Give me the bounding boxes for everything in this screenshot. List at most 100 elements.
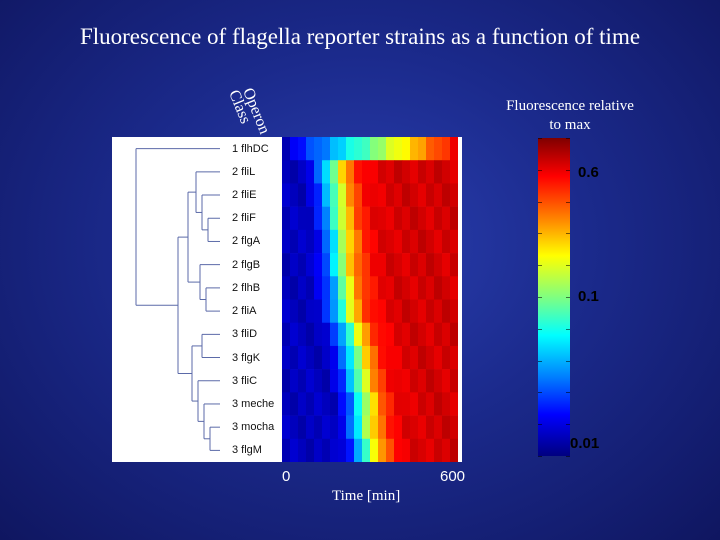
heatmap-cell <box>434 276 443 300</box>
heatmap-cell <box>426 438 435 462</box>
heatmap-cell <box>370 345 379 370</box>
heatmap-cell <box>418 137 427 161</box>
heatmap-cell <box>418 299 427 324</box>
heatmap-cell <box>346 229 355 254</box>
heatmap-cell <box>346 345 355 370</box>
heatmap-cell <box>394 415 403 440</box>
heatmap-cell <box>410 160 419 184</box>
heatmap-cell <box>330 322 339 347</box>
heatmap-cell <box>298 183 307 207</box>
heatmap-cell <box>418 276 427 300</box>
heatmap-cell <box>450 369 458 393</box>
row-label: 3 mocha <box>232 421 275 434</box>
heatmap-cell <box>434 415 443 440</box>
heatmap-cell <box>338 345 347 370</box>
heatmap-cell <box>354 253 363 277</box>
heatmap-cell <box>298 322 307 347</box>
heatmap-cell <box>426 183 435 207</box>
heatmap-cell <box>282 345 291 370</box>
heatmap-cell <box>314 276 323 300</box>
heatmap-cell <box>290 299 299 324</box>
row-label: 3 flgK <box>232 351 261 364</box>
heatmap-cell <box>314 299 323 324</box>
heatmap-cell <box>282 206 291 231</box>
heatmap-cell <box>370 183 379 207</box>
heatmap-cell <box>322 137 331 161</box>
heatmap-cell <box>354 137 363 161</box>
heatmap-cell <box>378 160 387 184</box>
heatmap-cell <box>394 183 403 207</box>
heatmap-cell <box>394 160 403 184</box>
heatmap-cell <box>378 392 387 416</box>
heatmap-cell <box>282 253 291 277</box>
heatmap-cell <box>306 392 315 416</box>
heatmap-cell <box>402 137 411 161</box>
heatmap-cell <box>394 322 403 347</box>
heatmap-cell <box>290 369 299 393</box>
heatmap-cell <box>354 206 363 231</box>
heatmap-cell <box>290 160 299 184</box>
heatmap-cell <box>394 299 403 324</box>
heatmap-cell <box>418 392 427 416</box>
heatmap-cell <box>442 276 451 300</box>
heatmap-cell <box>298 415 307 440</box>
heatmap-cell <box>354 322 363 347</box>
heatmap-cell <box>402 183 411 207</box>
heatmap-cell <box>354 229 363 254</box>
row-label: 2 fliL <box>232 165 256 178</box>
heatmap-cell <box>394 345 403 370</box>
x-axis-label: Time [min] <box>332 488 401 504</box>
heatmap-cell <box>298 345 307 370</box>
heatmap-cell <box>314 322 323 347</box>
heatmap-cell <box>306 137 315 161</box>
heatmap-cell <box>290 206 299 231</box>
heatmap-cell <box>322 415 331 440</box>
heatmap-cell <box>362 206 371 231</box>
heatmap-cell <box>314 183 323 207</box>
heatmap-cell <box>450 183 458 207</box>
heatmap-cell <box>330 253 339 277</box>
heatmap-cell <box>442 229 451 254</box>
heatmap-cell <box>306 160 315 184</box>
heatmap-cell <box>298 160 307 184</box>
heatmap-cell <box>450 345 458 370</box>
heatmap-cell <box>450 438 458 462</box>
heatmap-cell <box>322 206 331 231</box>
heatmap-cell <box>338 160 347 184</box>
heatmap-cell <box>290 276 299 300</box>
heatmap-cell <box>402 229 411 254</box>
heatmap-cell <box>362 322 371 347</box>
heatmap-cell <box>410 229 419 254</box>
heatmap-cell <box>330 369 339 393</box>
heatmap-cell <box>322 229 331 254</box>
heatmap-cell <box>354 276 363 300</box>
heatmap-cell <box>282 415 291 440</box>
heatmap-cell <box>442 415 451 440</box>
heatmap-cell <box>338 206 347 231</box>
row-label: 3 fliC <box>232 374 258 387</box>
heatmap-cell <box>346 276 355 300</box>
heatmap-cell <box>450 229 458 254</box>
heatmap-cell <box>426 229 435 254</box>
colorbar-title: Fluorescence relative to max <box>506 98 634 133</box>
row-label: 2 fliF <box>232 212 256 225</box>
heatmap-cell <box>394 392 403 416</box>
heatmap-panel: 1 flhDC 2 fliL 2 fliE 2 fliF 2 flgA 2 flgB 2 f… <box>112 137 462 462</box>
heatmap-cell <box>394 229 403 254</box>
heatmap-cell <box>306 183 315 207</box>
heatmap-cell <box>386 299 395 324</box>
heatmap-cell <box>410 183 419 207</box>
heatmap-cell <box>346 299 355 324</box>
heatmap-cell <box>394 206 403 231</box>
heatmap-cell <box>338 322 347 347</box>
heatmap-cell <box>354 415 363 440</box>
heatmap-cell <box>394 438 403 462</box>
heatmap-cell <box>290 345 299 370</box>
heatmap-cell <box>306 369 315 393</box>
heatmap-cell <box>386 392 395 416</box>
heatmap-cell <box>450 392 458 416</box>
heatmap-cell <box>402 299 411 324</box>
heatmap-cell <box>402 369 411 393</box>
heatmap-cell <box>314 369 323 393</box>
heatmap-cell <box>322 160 331 184</box>
